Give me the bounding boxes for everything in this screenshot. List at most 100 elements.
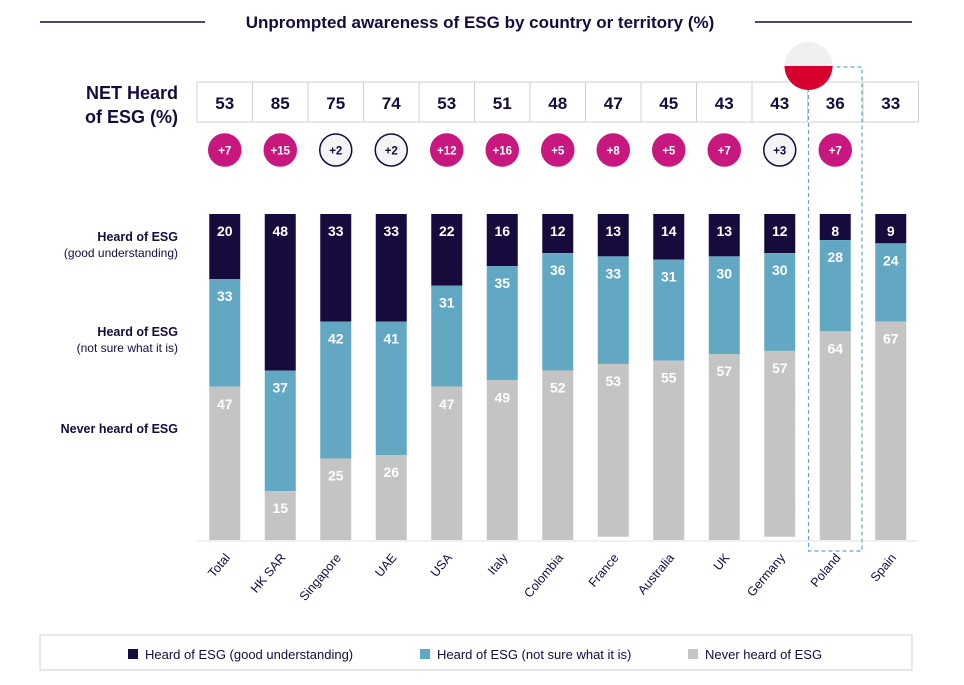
bar-segment-notsure	[819, 240, 851, 332]
bar-segment-never	[375, 455, 407, 540]
bar-segment-never	[653, 360, 685, 540]
net-value: 74	[382, 94, 401, 113]
bar-value: 31	[439, 295, 455, 311]
net-value: 48	[548, 94, 567, 113]
bar-segment-good	[819, 214, 851, 241]
row-label-notsure-title: Heard of ESG	[97, 325, 178, 339]
bar-value: 41	[383, 331, 399, 347]
change-bubble	[818, 133, 852, 167]
change-bubble	[208, 133, 242, 167]
bar-value: 9	[887, 223, 895, 239]
change-value: +7	[718, 146, 731, 158]
bar-segment-notsure	[875, 243, 907, 322]
bar-segment-notsure	[542, 253, 574, 371]
change-bubble	[652, 133, 686, 167]
bar-segment-good	[875, 214, 907, 244]
bar-segment-notsure	[431, 285, 463, 387]
bar-value: 25	[328, 468, 344, 484]
x-tick-label: Singapore	[297, 551, 344, 604]
x-tick-label: Germany	[744, 550, 788, 599]
change-value: +2	[385, 146, 398, 158]
net-value: 45	[659, 94, 678, 113]
net-value: 43	[715, 94, 734, 113]
bar-segment-notsure	[597, 256, 629, 364]
x-tick-label: UK	[711, 550, 733, 573]
bar-value: 42	[328, 331, 344, 347]
net-value: 36	[826, 94, 845, 113]
bar-value: 33	[217, 288, 233, 304]
bar-value: 49	[494, 389, 510, 405]
bar-value: 52	[550, 379, 566, 395]
net-value: 43	[770, 94, 789, 113]
net-value: 51	[493, 94, 512, 113]
bar-segment-good	[708, 214, 740, 257]
bar-value: 57	[716, 363, 732, 379]
bar-segment-never	[431, 386, 463, 540]
row-label-never-title: Never heard of ESG	[61, 422, 178, 436]
bar-segment-never	[209, 386, 241, 540]
bar-segment-good	[542, 214, 574, 254]
bar-segment-never	[708, 354, 740, 540]
x-tick-label: UAE	[372, 551, 399, 580]
bar-segment-never	[320, 458, 352, 540]
bar-segment-good	[653, 214, 685, 260]
bar-value: 31	[661, 269, 677, 285]
bar-segment-notsure	[764, 253, 796, 351]
bar-segment-notsure	[209, 279, 241, 387]
bar-value: 15	[272, 500, 288, 516]
change-bubble	[485, 133, 519, 167]
change-bubble	[319, 133, 353, 167]
change-value: +15	[270, 146, 290, 158]
legend-swatch	[420, 649, 430, 659]
bar-value: 47	[217, 396, 233, 412]
bar-value: 20	[217, 223, 233, 239]
bar-value: 30	[716, 265, 732, 281]
bar-segment-notsure	[653, 259, 685, 361]
net-value: 53	[437, 94, 456, 113]
bar-segment-notsure	[320, 321, 352, 459]
change-bubble	[541, 133, 575, 167]
legend-label: Never heard of ESG	[705, 647, 822, 662]
row-label-good-sub: (good understanding)	[64, 246, 178, 260]
net-value: 75	[326, 94, 345, 113]
x-tick-label: USA	[428, 550, 456, 579]
x-tick-label: Australia	[635, 551, 677, 597]
net-label-line1: NET Heard	[86, 83, 178, 103]
bar-value: 36	[550, 262, 566, 278]
bar-segment-good	[320, 214, 352, 322]
bar-segment-good	[264, 214, 296, 371]
bar-value: 57	[772, 360, 788, 376]
change-bubble	[430, 133, 464, 167]
bar-value: 12	[772, 223, 788, 239]
bar-value: 33	[383, 223, 399, 239]
net-value: 85	[271, 94, 290, 113]
net-value: 33	[881, 94, 900, 113]
bar-segment-never	[597, 363, 629, 537]
legend-swatch	[688, 649, 698, 659]
row-label-notsure-sub: (not sure what it is)	[77, 341, 178, 355]
bar-value: 22	[439, 223, 455, 239]
row-label-good-title: Heard of ESG	[97, 230, 178, 244]
legend: Heard of ESG (good understanding) Heard o…	[128, 647, 822, 662]
highlight-dashed-box	[807, 66, 863, 552]
change-bubble	[596, 133, 630, 167]
bar-segment-never	[542, 370, 574, 540]
bar-value: 13	[605, 223, 621, 239]
change-bubble	[763, 133, 797, 167]
bar-value: 28	[827, 249, 843, 265]
legend-label: Heard of ESG (not sure what it is)	[437, 647, 631, 662]
chart-title: Unprompted awareness of ESG by country o…	[246, 13, 715, 32]
bar-value: 64	[827, 340, 843, 356]
bar-segment-notsure	[708, 256, 740, 355]
x-axis-labels: Total HK SAR Singapore UAE USA Italy Colombia F…	[205, 550, 899, 603]
bar-value: 33	[328, 223, 344, 239]
flag-white-half	[784, 42, 833, 66]
net-table-frame	[196, 81, 919, 123]
bar-value: 55	[661, 370, 677, 386]
change-value: +7	[218, 146, 231, 158]
x-tick-label: Italy	[485, 550, 511, 577]
bar-segment-good	[764, 214, 796, 254]
bar-segment-notsure	[375, 321, 407, 456]
change-value: +12	[437, 146, 457, 158]
change-bubble	[263, 133, 297, 167]
